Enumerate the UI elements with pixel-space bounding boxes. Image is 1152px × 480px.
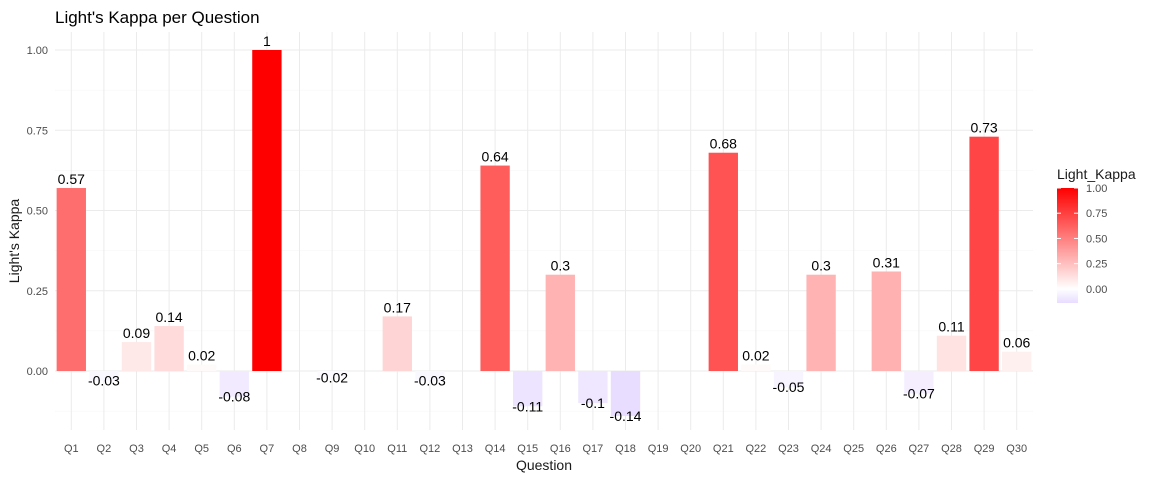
x-tick-label: Q1 [64,443,79,455]
data-label: 0.17 [384,299,411,315]
bars [56,50,1032,416]
x-tick-label: Q24 [811,443,832,455]
data-label: -0.08 [218,389,250,405]
x-tick-label: Q14 [485,443,506,455]
x-axis: Q1 Q2 Q3 Q4 Q5 Q6 Q7 Q8 Q9 Q10 Q11 Q12 Q13 Q14 Q15 Q16 Q… [64,443,1027,455]
legend-colorbar [1057,188,1078,303]
data-label: 0.64 [481,149,508,165]
bar [1002,351,1032,371]
data-label: 0.68 [710,136,737,152]
data-label: 0.3 [551,258,571,274]
data-label: 0.31 [873,254,900,270]
x-tick-label: Q15 [517,443,538,455]
x-tick-label: Q2 [97,443,112,455]
y-axis: 0.00 0.25 0.50 0.75 1.00 [27,45,48,378]
bar [904,371,934,394]
data-label: -0.02 [316,369,348,385]
y-tick-label: 0.75 [27,125,48,137]
x-tick-label: Q21 [713,443,734,455]
bar [187,364,217,371]
bar [708,152,738,371]
data-label: -0.07 [903,385,935,401]
x-tick-label: Q20 [680,443,701,455]
data-label: 0.57 [58,171,85,187]
bar [610,371,641,416]
bar [317,371,347,378]
x-tick-label: Q26 [876,443,897,455]
legend: Light_Kappa 1.00 0.75 0.50 0.25 0.00 [1057,166,1136,303]
x-tick-label: Q28 [941,443,962,455]
x-tick-label: Q23 [778,443,799,455]
x-tick-label: Q17 [583,443,604,455]
bar [936,335,967,371]
x-tick-label: Q4 [162,443,177,455]
bar [969,136,999,371]
y-tick-label: 0.25 [27,286,48,298]
data-label: -0.11 [512,398,543,414]
x-tick-label: Q8 [292,443,307,455]
x-tick-label: Q18 [615,443,636,455]
data-label: 0.14 [155,309,182,325]
y-tick-label: 0.50 [27,206,48,218]
bar [219,371,249,397]
data-label: 1 [263,33,271,49]
legend-tick-label: 0.50 [1086,233,1107,245]
bar [806,274,836,371]
legend-title: Light_Kappa [1057,166,1136,182]
legend-tick-label: 0.00 [1086,284,1107,296]
legend-tick-label: 0.25 [1086,259,1107,271]
x-tick-label: Q10 [354,443,375,455]
y-tick-label: 0.00 [27,366,48,378]
bar [56,188,86,371]
x-tick-label: Q25 [843,443,864,455]
bar [382,316,412,371]
data-label: -0.14 [610,408,642,424]
y-tick-label: 1.00 [27,45,48,57]
data-label: -0.03 [88,373,120,389]
bar [513,371,543,407]
x-tick-label: Q11 [387,443,407,455]
bar [154,326,184,371]
x-tick-label: Q5 [194,443,209,455]
data-label: -0.05 [773,379,805,395]
x-tick-label: Q9 [325,443,340,455]
bar [121,342,152,371]
chart-title: Light's Kappa per Question [55,8,260,27]
data-labels: 0.57 -0.03 0.09 0.14 0.02 -0.08 1 -0.02 0.17 -0.0… [58,33,1031,424]
bar [741,364,771,371]
bar [871,271,901,371]
bar [578,371,608,404]
legend-tick-label: 0.75 [1086,208,1107,220]
x-tick-label: Q12 [420,443,441,455]
bar [480,165,510,371]
bar [89,371,119,381]
data-label: 0.02 [188,348,215,364]
bar [773,371,804,388]
x-tick-label: Q7 [260,443,275,455]
data-label: 0.06 [1003,335,1030,351]
data-label: 0.09 [123,325,150,341]
legend-tick-label: 1.00 [1086,183,1107,195]
data-label: 0.02 [742,348,769,364]
bar [545,274,575,371]
y-axis-title: Light's Kappa [6,199,22,284]
x-tick-label: Q19 [648,443,669,455]
x-tick-label: Q3 [129,443,144,455]
data-label: 0.11 [938,319,964,335]
x-tick-label: Q30 [1006,443,1027,455]
x-tick-label: Q13 [452,443,473,455]
data-label: -0.03 [414,373,446,389]
x-tick-label: Q22 [746,443,767,455]
data-label: -0.1 [581,395,605,411]
data-label: 0.73 [970,120,997,136]
bar [252,50,282,371]
data-label: 0.3 [811,258,831,274]
x-tick-label: Q27 [909,443,930,455]
x-tick-label: Q16 [550,443,571,455]
x-tick-label: Q6 [227,443,242,455]
x-axis-title: Question [516,457,572,473]
bar [415,371,445,381]
x-tick-label: Q29 [974,443,995,455]
